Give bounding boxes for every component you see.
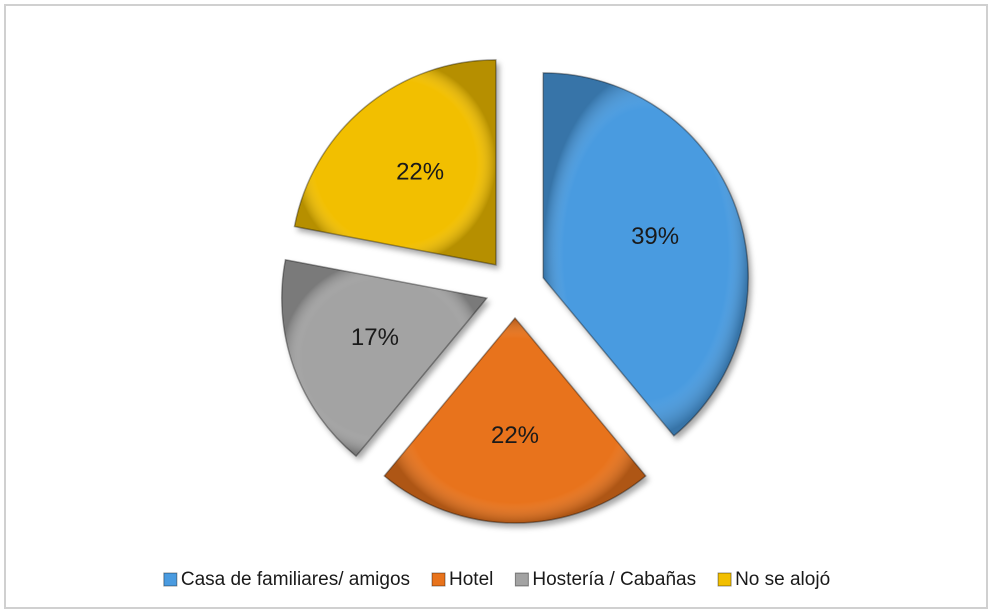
- legend-swatch: [431, 572, 446, 587]
- legend: Casa de familiares/ amigos Hotel Hostería …: [163, 569, 830, 590]
- legend-item: No se alojó: [717, 569, 830, 590]
- legend-swatch: [163, 572, 178, 587]
- data-label: 17%: [351, 324, 399, 351]
- data-label: 39%: [631, 223, 679, 250]
- legend-swatch: [717, 572, 732, 587]
- legend-item: Hostería / Cabañas: [514, 569, 696, 590]
- legend-label: Hotel: [449, 569, 493, 590]
- legend-label: Casa de familiares/ amigos: [181, 569, 410, 590]
- data-label: 22%: [396, 159, 444, 186]
- legend-swatch: [514, 572, 529, 587]
- legend-item: Hotel: [431, 569, 493, 590]
- data-label: 22%: [491, 422, 539, 449]
- legend-label: No se alojó: [735, 569, 830, 590]
- legend-label: Hostería / Cabañas: [532, 569, 696, 590]
- legend-item: Casa de familiares/ amigos: [163, 569, 410, 590]
